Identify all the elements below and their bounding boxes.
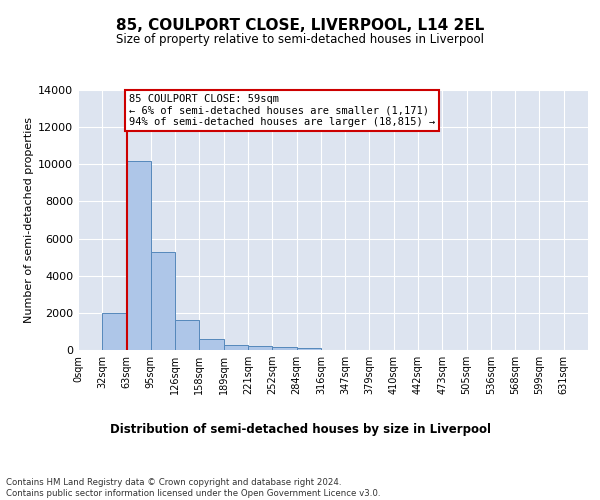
Bar xyxy=(199,339,224,350)
Text: Size of property relative to semi-detached houses in Liverpool: Size of property relative to semi-detach… xyxy=(116,32,484,46)
Text: 85 COULPORT CLOSE: 59sqm
← 6% of semi-detached houses are smaller (1,171)
94% of: 85 COULPORT CLOSE: 59sqm ← 6% of semi-de… xyxy=(129,94,435,127)
Text: 85, COULPORT CLOSE, LIVERPOOL, L14 2EL: 85, COULPORT CLOSE, LIVERPOOL, L14 2EL xyxy=(116,18,484,32)
Bar xyxy=(151,252,175,350)
Bar xyxy=(102,313,127,350)
Bar xyxy=(248,346,272,350)
Y-axis label: Number of semi-detached properties: Number of semi-detached properties xyxy=(24,117,34,323)
Bar xyxy=(272,347,296,350)
Text: Contains HM Land Registry data © Crown copyright and database right 2024.
Contai: Contains HM Land Registry data © Crown c… xyxy=(6,478,380,498)
Bar xyxy=(296,348,321,350)
Bar xyxy=(175,320,199,350)
Bar xyxy=(127,160,151,350)
Text: Distribution of semi-detached houses by size in Liverpool: Distribution of semi-detached houses by … xyxy=(110,422,491,436)
Bar xyxy=(224,345,248,350)
